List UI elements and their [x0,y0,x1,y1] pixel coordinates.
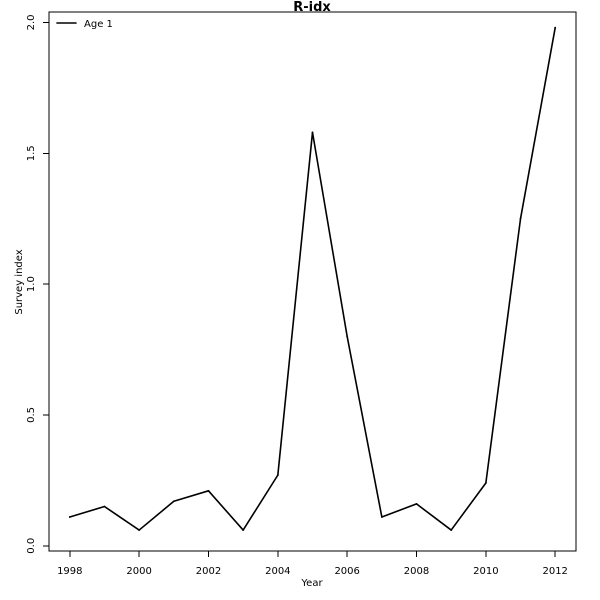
data-point-1998 [68,516,71,518]
x-tick-label-2002: 2002 [196,566,221,577]
data-point-2001 [172,500,175,503]
x-axis-title: Year [300,578,323,589]
data-point-2009 [450,529,453,531]
x-tick-labels: 1998 2000 2002 2004 2006 2008 2010 2012 [57,566,568,577]
data-point-2002 [207,489,210,492]
data-point-2012 [554,26,557,29]
data-point-2011 [519,217,522,220]
x-tick-label-2010: 2010 [473,566,498,577]
series-line-age-1 [69,26,556,531]
y-axis: 0.0 0.5 1.0 1.5 2.0 [26,15,50,554]
x-ticks [69,551,556,557]
data-point-2004 [276,474,279,477]
x-tick-label-2012: 2012 [542,566,567,577]
data-point-2010 [484,482,487,484]
y-tick-labels: 0.0 0.5 1.0 1.5 2.0 [26,15,37,554]
x-tick-label-2004: 2004 [265,566,290,577]
y-tick-label-1.0: 1.0 [26,276,37,292]
x-tick-label-1998: 1998 [57,566,82,577]
data-point-2003 [242,529,245,531]
x-tick-label-2008: 2008 [404,566,429,577]
legend-label-age-1: Age 1 [84,19,113,30]
y-tick-label-0.5: 0.5 [26,407,37,423]
legend: Age 1 [56,19,113,30]
data-point-2000 [138,529,141,531]
chart-title: R-idx [293,0,331,15]
data-point-1999 [103,505,106,508]
y-tick-label-1.5: 1.5 [26,145,37,161]
x-axis: 1998 2000 2002 2004 2006 2008 2010 2012 [57,550,568,577]
plot-frame [48,11,577,552]
data-point-2005 [311,131,314,134]
x-tick-label-2006: 2006 [334,566,359,577]
data-point-2008 [415,503,418,505]
y-axis-title: Survey index [14,249,25,314]
x-tick-label-2000: 2000 [126,566,151,577]
y-tick-label-2.0: 2.0 [26,15,37,31]
data-point-2006 [346,335,349,338]
data-point-2007 [380,516,383,518]
y-ticks [43,21,49,547]
series-layer [68,26,557,531]
y-tick-label-0.0: 0.0 [26,538,37,554]
